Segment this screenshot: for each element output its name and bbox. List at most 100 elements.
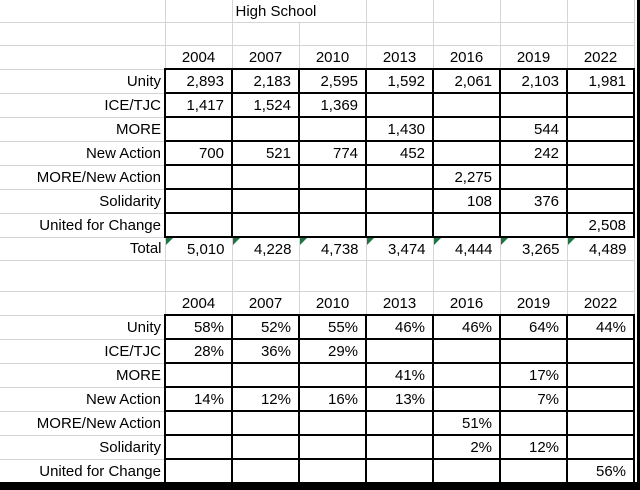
year-header-cell[interactable]: 2007 [232,291,300,316]
year-header-cell[interactable]: 2004 [165,291,233,316]
total-cell[interactable]: 4,738 [299,237,367,261]
empty-cell[interactable] [0,0,166,23]
value-cell[interactable]: 64% [499,314,569,340]
year-header-cell[interactable]: 2022 [567,291,635,316]
value-cell[interactable]: 2% [432,434,502,460]
value-cell[interactable] [231,434,300,460]
total-cell[interactable]: 4,444 [433,237,501,261]
value-cell[interactable] [499,338,569,364]
value-cell[interactable] [297,188,368,214]
row-label-cell[interactable]: New Action [0,387,166,412]
year-header-cell[interactable]: 2010 [299,291,367,316]
value-cell[interactable] [499,458,569,484]
year-header-cell[interactable]: 2016 [433,45,501,70]
empty-cell[interactable] [567,0,635,23]
value-cell[interactable] [365,410,435,436]
value-cell[interactable] [566,386,636,412]
value-cell[interactable]: 46% [365,314,435,340]
value-cell[interactable] [164,164,233,190]
year-header-cell[interactable]: 2016 [433,291,501,316]
value-cell[interactable]: 521 [231,140,300,166]
value-cell[interactable]: 2,061 [432,68,502,94]
value-cell[interactable] [164,458,233,484]
value-cell[interactable]: 2,183 [231,68,300,94]
value-cell[interactable] [365,92,435,118]
row-label-cell[interactable]: MORE/New Action [0,411,166,436]
value-cell[interactable] [432,92,502,118]
value-cell[interactable]: 1,417 [164,92,233,118]
empty-cell[interactable] [165,260,233,292]
value-cell[interactable]: 544 [499,116,569,142]
value-cell[interactable]: 46% [432,314,502,340]
value-cell[interactable] [499,164,569,190]
value-cell[interactable]: 774 [297,140,368,166]
value-cell[interactable] [432,458,502,484]
value-cell[interactable]: 1,524 [231,92,300,118]
empty-cell[interactable] [366,0,434,23]
value-cell[interactable]: 17% [499,362,569,388]
value-cell[interactable] [231,164,300,190]
empty-cell[interactable] [165,0,233,23]
year-header-cell[interactable]: 2022 [567,45,635,70]
value-cell[interactable] [432,338,502,364]
year-header-cell[interactable]: 2019 [500,45,568,70]
value-cell[interactable] [432,116,502,142]
empty-cell[interactable] [500,22,568,46]
value-cell[interactable]: 36% [231,338,300,364]
value-cell[interactable]: 242 [499,140,569,166]
empty-cell[interactable] [433,260,501,292]
row-label-cell[interactable]: United for Change [0,213,166,238]
empty-cell[interactable] [366,260,434,292]
total-cell[interactable]: 3,474 [366,237,434,261]
year-header-cell[interactable]: 2004 [165,45,233,70]
value-cell[interactable]: 1,981 [566,68,636,94]
empty-cell[interactable] [0,45,166,70]
row-label-cell[interactable]: United for Change [0,459,166,484]
empty-cell[interactable] [0,22,166,46]
year-header-cell[interactable]: 2013 [366,291,434,316]
value-cell[interactable] [231,116,300,142]
value-cell[interactable] [499,410,569,436]
empty-cell[interactable] [500,0,568,23]
total-cell[interactable]: 4,228 [232,237,300,261]
value-cell[interactable] [297,434,368,460]
value-cell[interactable]: 41% [365,362,435,388]
row-label-cell[interactable]: MORE [0,363,166,388]
value-cell[interactable] [566,338,636,364]
value-cell[interactable]: 108 [432,188,502,214]
value-cell[interactable] [297,362,368,388]
value-cell[interactable] [231,362,300,388]
value-cell[interactable]: 2,508 [566,212,636,238]
value-cell[interactable] [164,362,233,388]
empty-cell[interactable] [232,260,300,292]
value-cell[interactable] [566,188,636,214]
empty-cell[interactable] [165,22,233,46]
value-cell[interactable]: 12% [499,434,569,460]
value-cell[interactable]: 1,430 [365,116,435,142]
value-cell[interactable] [365,434,435,460]
value-cell[interactable] [432,140,502,166]
value-cell[interactable]: 58% [164,314,233,340]
value-cell[interactable] [566,140,636,166]
empty-cell[interactable] [0,260,166,292]
row-label-cell[interactable]: Unity [0,69,166,94]
row-label-cell[interactable]: Unity [0,315,166,340]
value-cell[interactable]: 2,893 [164,68,233,94]
value-cell[interactable] [164,212,233,238]
value-cell[interactable]: 2,275 [432,164,502,190]
value-cell[interactable]: 28% [164,338,233,364]
value-cell[interactable] [566,434,636,460]
row-label-cell[interactable]: Solidarity [0,189,166,214]
value-cell[interactable] [365,458,435,484]
empty-cell[interactable] [500,260,568,292]
value-cell[interactable] [432,212,502,238]
value-cell[interactable] [499,92,569,118]
value-cell[interactable] [231,458,300,484]
value-cell[interactable]: 376 [499,188,569,214]
value-cell[interactable] [499,212,569,238]
value-cell[interactable] [566,164,636,190]
year-header-cell[interactable]: 2019 [500,291,568,316]
value-cell[interactable] [566,92,636,118]
empty-cell[interactable] [299,22,367,46]
value-cell[interactable]: 2,595 [297,68,368,94]
